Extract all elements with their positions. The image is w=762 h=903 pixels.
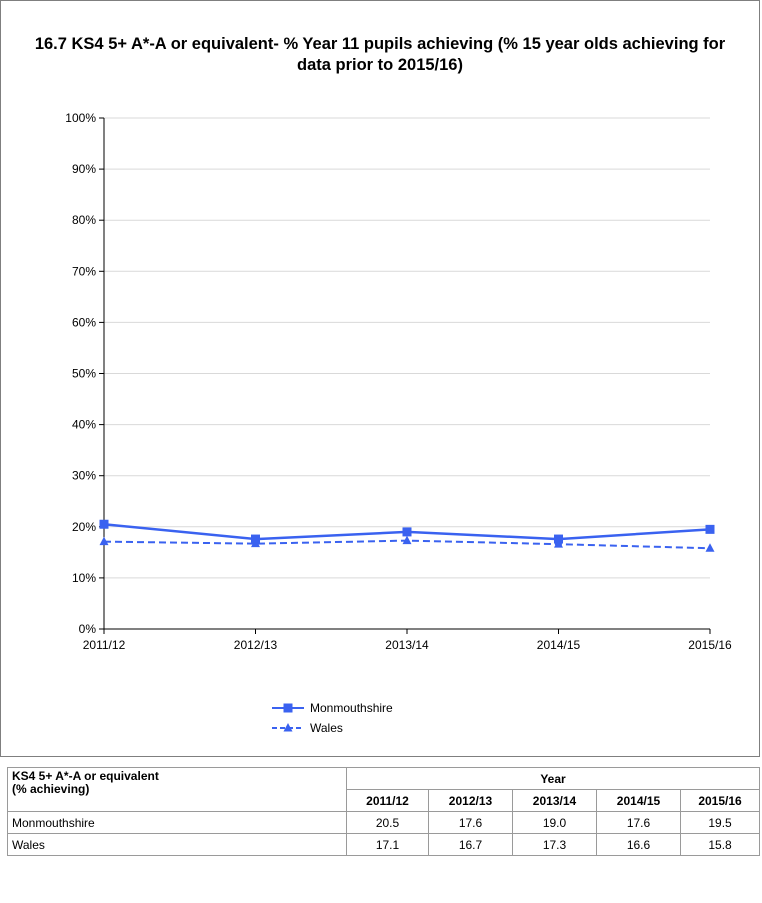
data-point-square [705,524,715,534]
data-point-square [99,519,109,529]
x-tick-label: 2014/15 [537,638,581,652]
table-row: Monmouthshire 20.5 17.6 19.0 17.6 19.5 [7,811,761,834]
year-column-header: 2014/15 [596,789,681,812]
data-point-triangle [554,539,563,548]
data-point-triangle [99,536,109,546]
y-tick-label: 40% [72,418,96,432]
year-column-header: 2015/16 [679,789,761,812]
legend-label-wales: Wales [310,721,343,735]
y-tick-label: 80% [72,213,96,227]
table-years-row: 2011/12 2012/13 2013/14 2014/15 2015/16 [8,789,761,812]
value-cell: 17.6 [428,811,513,834]
metric-header-cell: KS4 5+ A*-A or equivalent (% achieving) [7,767,347,812]
y-tick-label: 100% [65,111,96,125]
y-tick-label: 10% [72,571,96,585]
y-tick-label: 30% [72,469,96,483]
value-cell: 20.5 [346,811,429,834]
line-chart: 0% 10% 20% 30% 40% 50% 60% 70% 80% 90% 100% 2011/12… [65,111,732,735]
value-cell: 19.0 [512,811,597,834]
data-point-square [402,527,412,537]
row-label-cell: Monmouthshire [7,811,347,834]
year-column-header: 2012/13 [428,789,513,812]
table-header-row: KS4 5+ A*-A or equivalent (% achieving) Y… [7,767,761,812]
data-point-triangle [283,723,293,732]
data-point-square [554,534,563,544]
year-column-header: 2011/12 [346,789,429,812]
value-cell: 17.6 [596,811,681,834]
data-point-square [283,703,293,713]
year-column-header: 2013/14 [512,789,597,812]
y-tick-label: 70% [72,264,96,278]
value-cell: 15.8 [679,833,761,856]
row-label-cell: Wales [7,833,347,856]
value-cell: 19.5 [679,811,761,834]
year-header-cell: Year [345,767,761,790]
data-point-triangle [705,543,715,552]
legend-label-monmouthshire: Monmouthshire [310,701,393,715]
value-cell: 16.7 [428,833,513,856]
y-tick-label: 90% [72,162,96,176]
table-row: Wales 17.1 16.7 17.3 16.6 15.8 [7,833,761,856]
data-point-triangle [251,538,260,548]
x-tick-label: 2013/14 [385,638,429,652]
y-tick-label: 60% [72,315,96,329]
value-cell: 17.1 [346,833,429,856]
value-cell: 16.6 [596,833,681,856]
chart-frame [0,0,760,757]
data-point-triangle [402,535,412,545]
y-tick-label: 0% [79,622,97,636]
value-cell: 17.3 [512,833,597,856]
data-table: KS4 5+ A*-A or equivalent (% achieving) Y… [7,767,761,856]
y-tick-label: 50% [72,367,96,381]
chart-title: 16.7 KS4 5+ A*-A or equivalent- % Year 1… [34,35,726,74]
x-tick-label: 2015/16 [688,638,732,652]
x-tick-label: 2012/13 [234,638,278,652]
y-tick-label: 20% [72,520,96,534]
x-tick-label: 2011/12 [83,638,126,652]
